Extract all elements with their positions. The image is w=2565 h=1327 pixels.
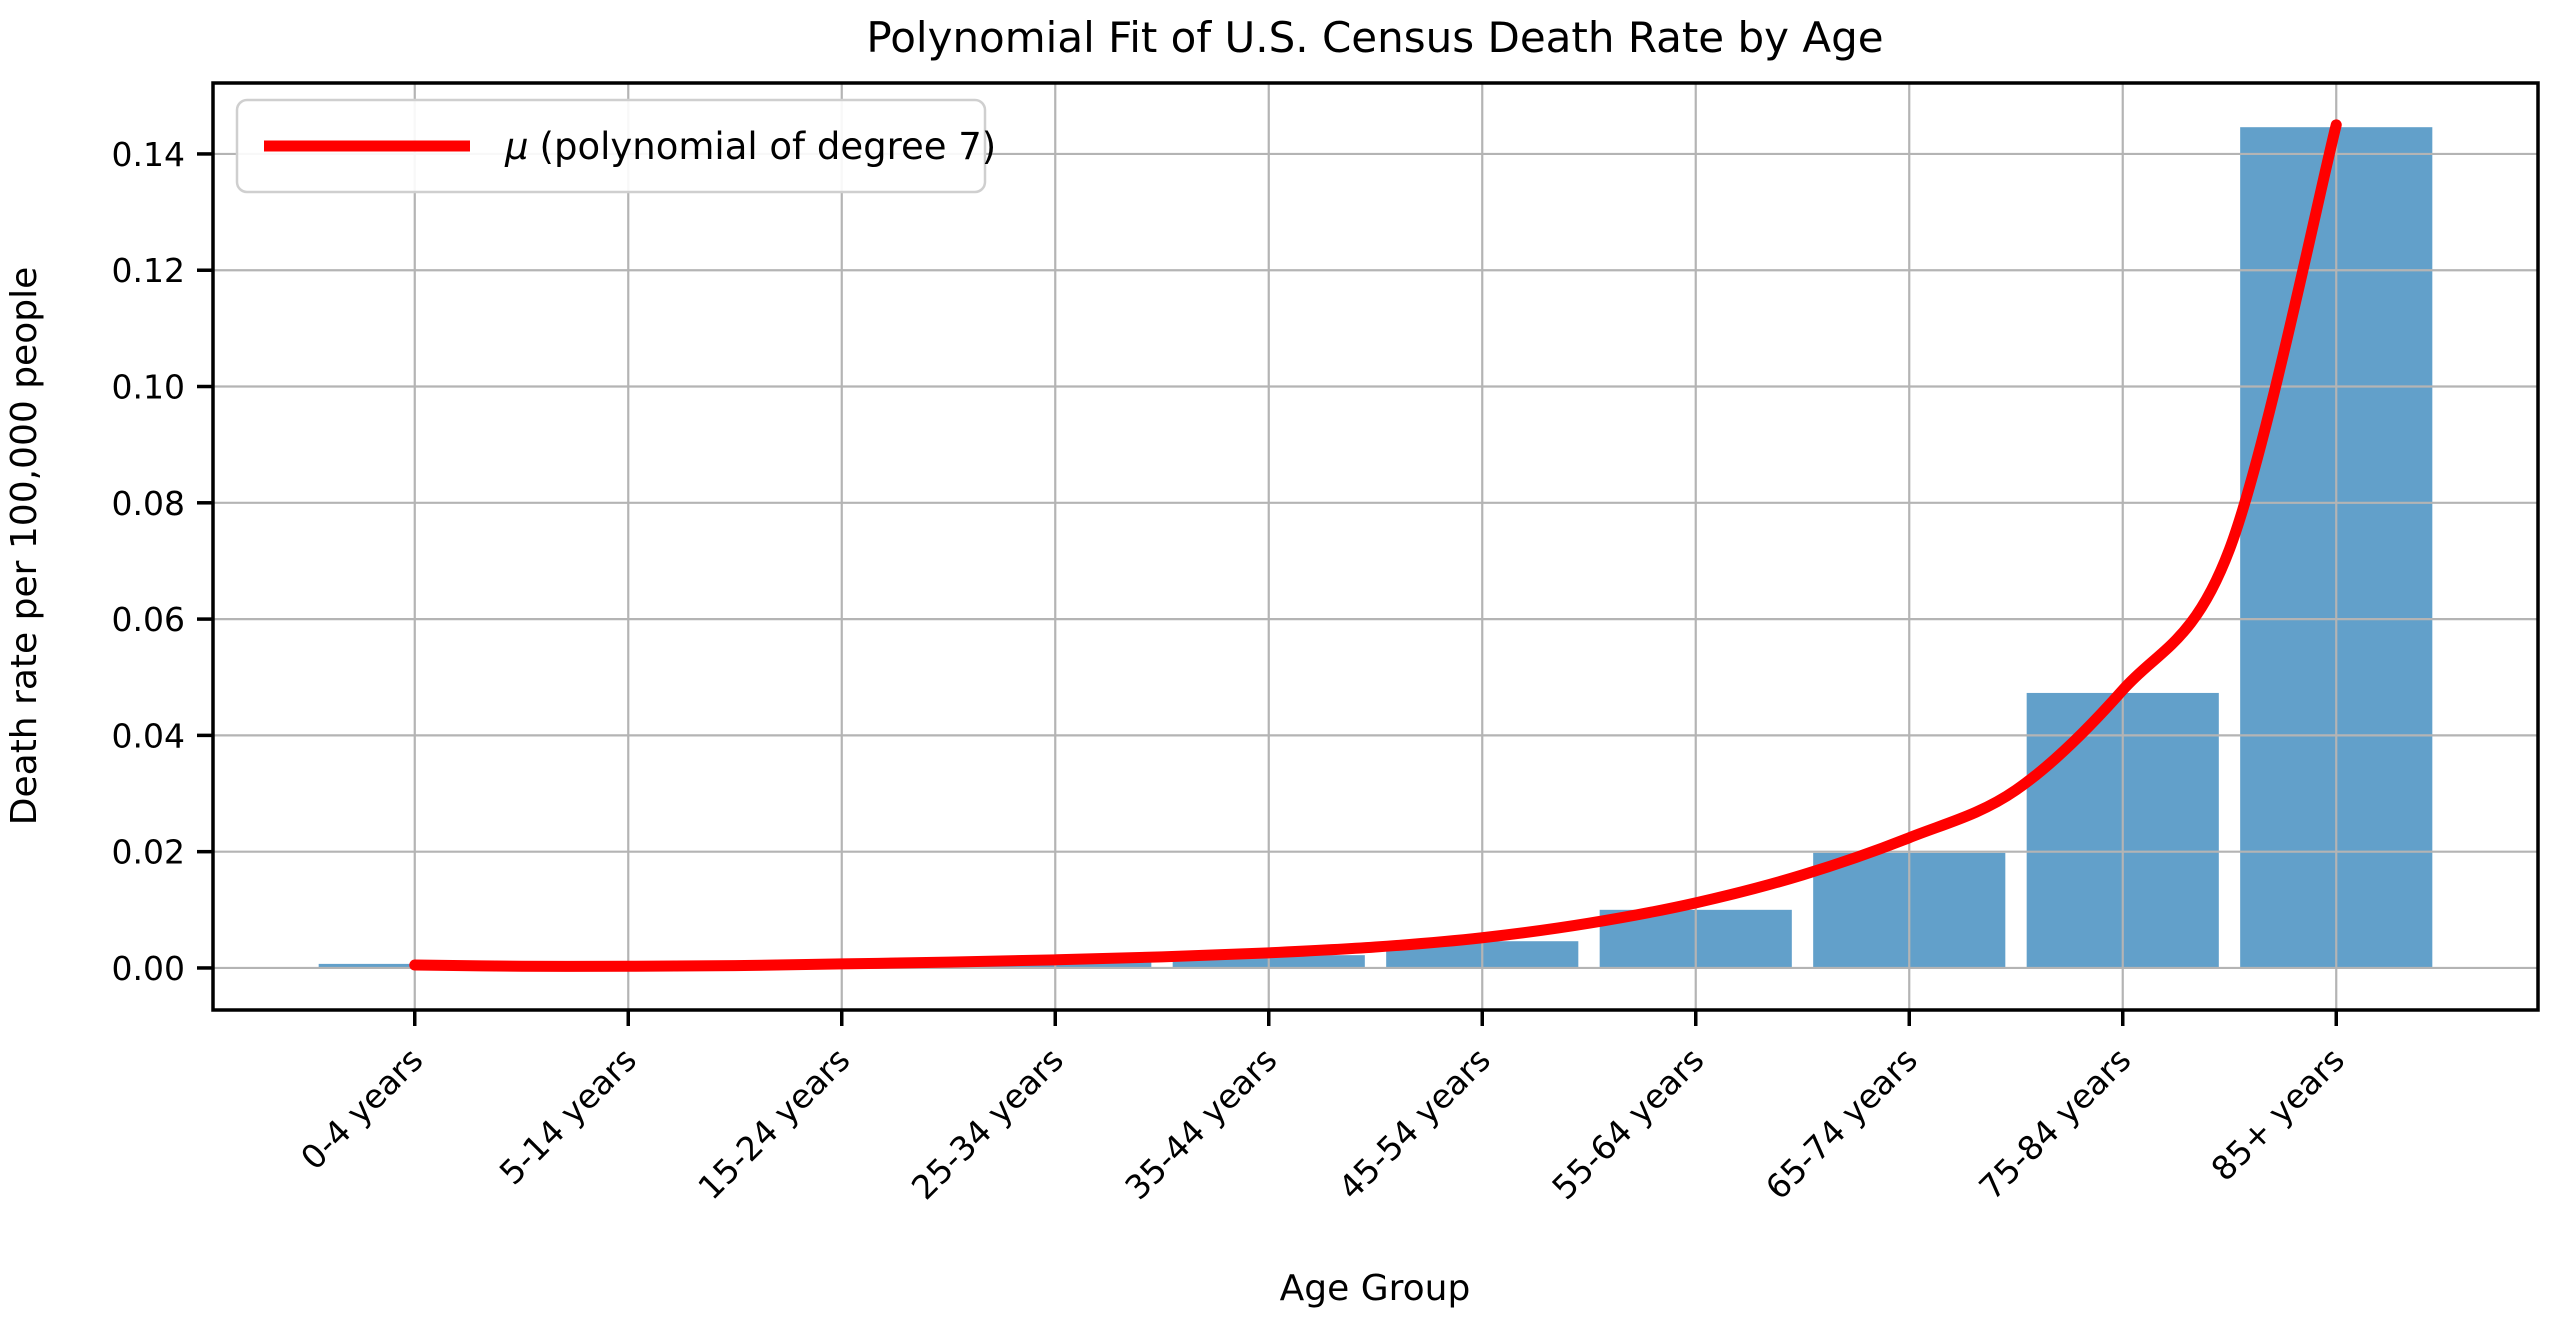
legend-label: μ (polynomial of degree 7): [504, 125, 996, 168]
axes-spines: [211, 81, 2540, 1012]
legend-box: [235, 98, 987, 194]
y-tick-labels: 0.00 0.02 0.04 0.06 0.08 0.10 0.12 0.14: [112, 135, 185, 988]
y-tick-label: 0.06: [112, 600, 185, 639]
legend: μ (polynomial of degree 7): [235, 98, 996, 194]
x-tick-label-85+-years: 85+ years: [2203, 1040, 2351, 1188]
x-tick-label-75-84-years: 75-84 years: [1971, 1040, 2138, 1207]
plot-area: 0.00 0.02 0.04 0.06 0.08 0.10 0.12 0.14 0-4 year…: [112, 81, 2540, 1207]
x-tick-label-5-14-years: 5-14 years: [492, 1040, 644, 1192]
x-tick-label-65-74-years: 65-74 years: [1758, 1040, 1925, 1207]
x-axis-title: Age Group: [1280, 1268, 1471, 1309]
y-tick-label: 0.00: [112, 949, 185, 988]
polynomial-fit-curve: [409, 119, 2342, 972]
x-tick-label-25-34-years: 25-34 years: [904, 1040, 1071, 1207]
y-axis-title: Death rate per 100,000 people: [4, 267, 45, 825]
y-tick-label: 0.08: [112, 484, 185, 523]
legend-description: (polynomial of degree 7): [540, 125, 997, 168]
y-tick-label: 0.04: [112, 716, 185, 755]
x-tick-label-35-44-years: 35-44 years: [1117, 1040, 1284, 1207]
x-tick-label-0-4-years: 0-4 years: [293, 1040, 430, 1177]
bars-layer: [318, 127, 2433, 968]
y-tick-label: 0.10: [112, 368, 185, 407]
y-tick-label: 0.02: [112, 833, 185, 872]
x-tick-label-45-54-years: 45-54 years: [1331, 1040, 1498, 1207]
y-tick-label: 0.14: [112, 135, 185, 174]
x-tick-label-55-64-years: 55-64 years: [1544, 1040, 1711, 1207]
chart-title: Polynomial Fit of U.S. Census Death Rate…: [866, 13, 1883, 62]
x-tick-labels: 0-4 years 5-14 years 15-24 years 25-34 year…: [293, 1040, 2352, 1207]
legend-mu-symbol: μ: [504, 125, 529, 168]
tick-marks: [197, 152, 2338, 1026]
x-tick-label-15-24-years: 15-24 years: [690, 1040, 857, 1207]
y-tick-label: 0.12: [112, 251, 185, 290]
